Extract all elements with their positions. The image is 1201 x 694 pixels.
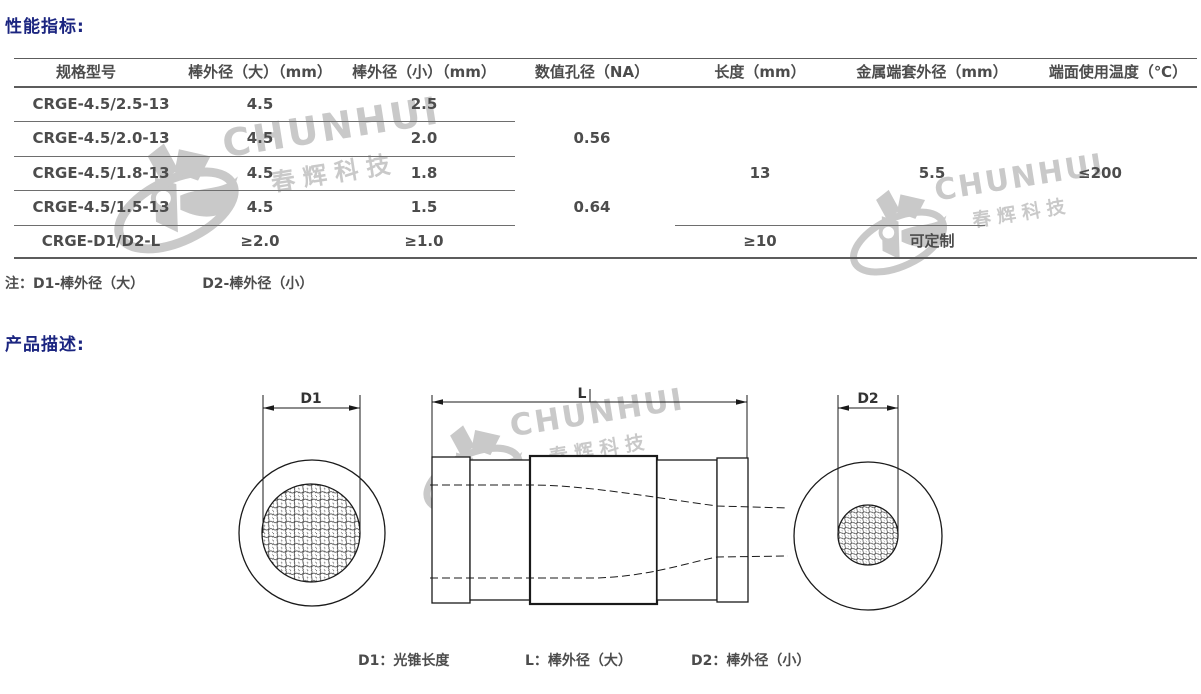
cell-od-large: 4.5 — [246, 164, 274, 182]
product-diagram: D1 L D2 — [238, 386, 943, 611]
cell-na-merged: 0.56 — [573, 129, 611, 147]
table-note: 注：D1-棒外径（大） D2-棒外径（小） — [5, 273, 371, 293]
cell-od-large: 4.5 — [246, 129, 274, 147]
dim-label-l: L — [578, 386, 587, 402]
cell-model: CRGE-4.5/2.0-13 — [32, 129, 170, 147]
front-view-small-end — [793, 461, 943, 611]
cell-ferrule-custom: 可定制 — [909, 232, 955, 250]
note-d2: D2-棒外径（小） — [202, 276, 314, 292]
col-header-na: 数值孔径（NA） — [534, 63, 650, 81]
row-separator — [14, 225, 515, 226]
cell-model: CRGE-4.5/2.5-13 — [32, 95, 170, 113]
col-header-length: 长度（mm） — [714, 63, 806, 81]
page-title-description: 产品描述: — [5, 335, 85, 355]
cell-length-merged: 13 — [749, 164, 771, 182]
dim-label-d2: D2 — [857, 391, 878, 407]
table-border-bottom — [14, 257, 1197, 259]
dim-label-d1: D1 — [300, 391, 321, 407]
page-title-performance: 性能指标: — [5, 17, 85, 37]
taper-hidden-lines — [430, 484, 789, 579]
dimension-d1 — [262, 395, 361, 533]
legend-item-d2: D2：棒外径（小） — [691, 653, 811, 669]
cell-od-small: 2.5 — [410, 95, 438, 113]
legend-item-l: L：棒外径（大） — [525, 653, 632, 669]
cell-od-large: 4.5 — [246, 95, 274, 113]
row-separator — [14, 121, 515, 122]
spec-table: 规格型号 棒外径（大）（mm） 棒外径（小）（mm） 数值孔径（NA） 长度（m… — [14, 58, 1197, 260]
col-header-od-small: 棒外径（小）（mm） — [352, 63, 496, 81]
table-border-top — [14, 58, 1197, 59]
cell-ferrule-merged: 5.5 — [918, 164, 946, 182]
cell-temp-merged: ≤200 — [1078, 164, 1122, 182]
cell-od-small: 2.0 — [410, 129, 438, 147]
col-header-temp: 端面使用温度（℃） — [1048, 63, 1188, 81]
cell-od-large: 4.5 — [246, 198, 274, 216]
note-d1: 注：D1-棒外径（大） — [5, 276, 145, 292]
cell-na-merged: 0.64 — [573, 198, 611, 216]
side-view-body — [431, 454, 749, 606]
dimension-l — [431, 389, 748, 458]
col-header-ferrule: 金属端套外径（mm） — [856, 63, 1008, 81]
cell-od-large: ≥2.0 — [240, 232, 280, 250]
table-header-rule — [14, 86, 1197, 88]
front-view-large-end — [238, 459, 386, 607]
col-header-model: 规格型号 — [55, 63, 116, 81]
dimension-d2 — [837, 395, 899, 535]
cell-od-small: 1.8 — [410, 164, 438, 182]
cell-length-custom: ≥10 — [743, 232, 777, 250]
cell-od-small: 1.5 — [410, 198, 438, 216]
cell-od-small: ≥1.0 — [404, 232, 444, 250]
col-header-od-large: 棒外径（大）（mm） — [188, 63, 332, 81]
row-separator — [14, 190, 515, 191]
row-separator-partial — [675, 225, 985, 226]
legend-item-d1: D1：光锥长度 — [358, 653, 450, 669]
row-separator — [14, 156, 515, 157]
